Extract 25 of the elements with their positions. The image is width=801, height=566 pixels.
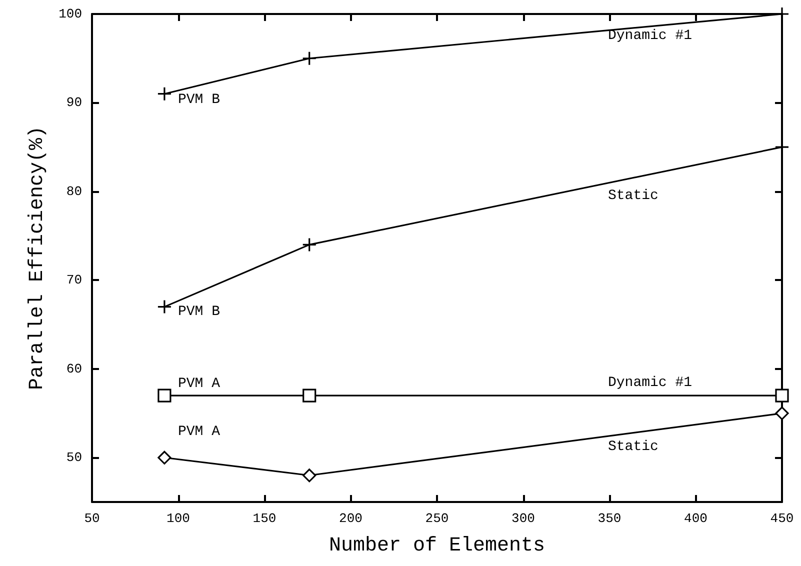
y-tick-label: 100 (58, 6, 82, 22)
x-tick-label: 250 (425, 511, 449, 526)
x-tick-label: 300 (512, 511, 535, 526)
y-tick-label: 50 (66, 450, 82, 466)
x-tick-label: 100 (166, 511, 190, 526)
x-axis-title: Number of Elements (328, 534, 546, 558)
annotation: PVM A (178, 376, 221, 392)
annotation: Static (608, 188, 658, 204)
annotation: PVM B (178, 92, 220, 108)
x-tick-label: 150 (252, 511, 276, 526)
x-tick-label: 400 (684, 511, 708, 526)
y-tick-label: 90 (66, 95, 82, 110)
x-tick-label: 450 (770, 511, 794, 526)
x-tick-label: 350 (598, 511, 622, 526)
y-tick-label: 80 (66, 184, 82, 199)
x-tick-label: 200 (339, 511, 362, 526)
y-axis-title: Parallel Efficiency(%) (26, 126, 50, 390)
annotation: Dynamic #1 (608, 375, 692, 391)
y-tick-label: 70 (66, 272, 82, 288)
annotation: Static (608, 439, 658, 455)
x-tick-label: 50 (84, 511, 100, 526)
annotation: PVM B (178, 304, 220, 320)
y-tick-label: 60 (66, 361, 82, 376)
annotation: PVM A (178, 424, 221, 440)
annotation: Dynamic #1 (608, 28, 692, 44)
